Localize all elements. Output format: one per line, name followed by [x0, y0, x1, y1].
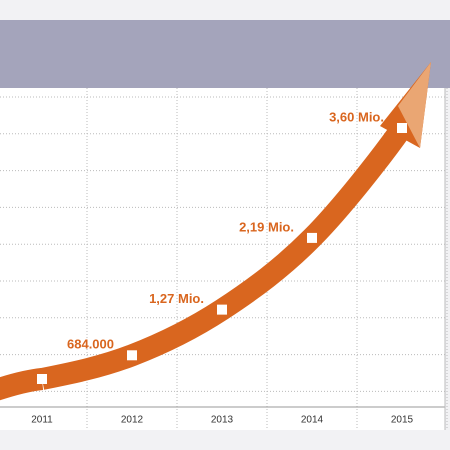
value-label: 2,19 Mio.	[239, 219, 294, 234]
marker	[307, 232, 317, 243]
arrow-head-highlight	[398, 62, 431, 148]
x-tick-label: 2015	[391, 415, 414, 426]
value-label: 3,60 Mio.	[329, 109, 384, 124]
x-tick-label: 2012	[121, 415, 144, 426]
x-tick-label: 2013	[211, 415, 234, 426]
value-label: 684.000	[67, 337, 114, 352]
marker	[37, 374, 47, 384]
x-tick-label: 2011	[31, 415, 53, 426]
arrow-tail	[0, 368, 44, 401]
marker	[397, 123, 407, 133]
x-tick-label: 2014	[301, 415, 324, 426]
marker	[127, 350, 137, 361]
grid	[0, 88, 448, 430]
value-label: 1,27 Mio.	[149, 291, 204, 306]
marker	[217, 304, 227, 315]
header-band	[0, 20, 450, 88]
